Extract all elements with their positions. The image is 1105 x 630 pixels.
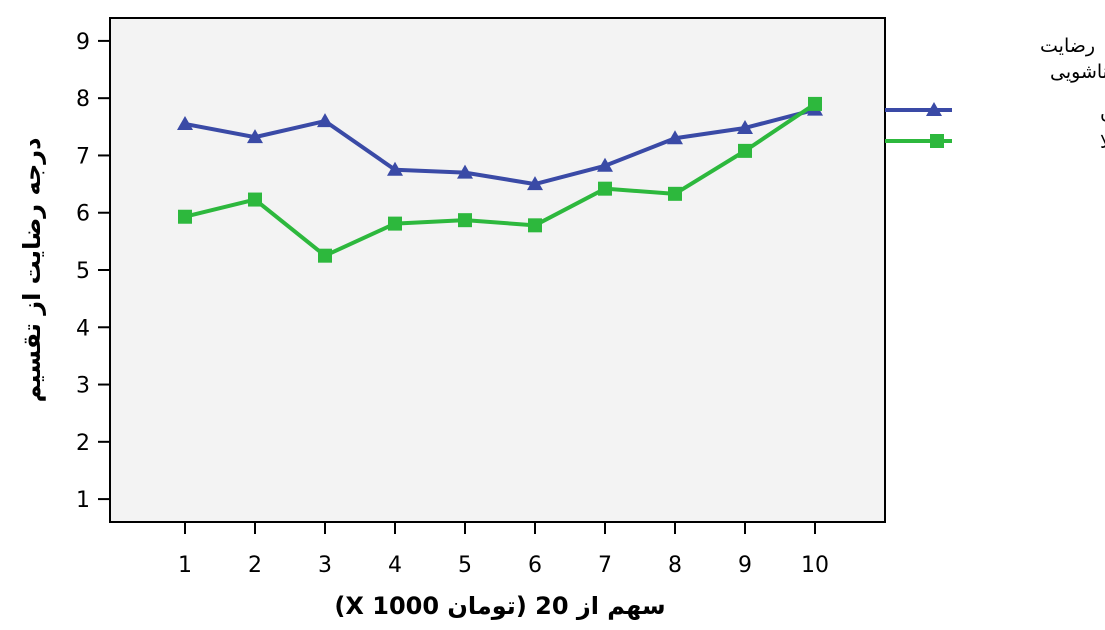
y-tick-label: 3 [76,374,90,399]
data-point [597,157,613,172]
y-tick-label: 8 [76,87,90,112]
y-tick-label: 9 [76,30,90,55]
data-point [317,113,333,128]
legend-marker [926,102,942,116]
data-point [668,186,682,201]
y-tick-label: 4 [76,316,90,341]
data-point [808,96,822,111]
x-tick-label: 8 [668,553,682,578]
legend-item: رضایت بالا [885,131,1105,153]
series-line [184,107,816,187]
data-point [598,181,612,196]
data-point [528,218,542,233]
x-tick-label: 6 [528,553,542,578]
x-tick-label: 10 [801,553,829,578]
legend-label: رضایت بالا [1100,131,1105,153]
series-line [184,102,817,258]
data-point [247,129,263,144]
x-tick-label: 9 [738,553,752,578]
legend-title: رضایت [1040,35,1095,57]
x-tick-label: 4 [388,553,402,578]
x-axis-title: سهم از 20 (تومان X 1000) [334,592,665,620]
data-point [527,176,543,191]
x-axis: 1 2 3 4 5 6 7 8 9 10 [178,522,829,578]
y-tick-label: 1 [76,488,90,513]
data-point [667,130,683,145]
plot-area [109,17,886,523]
data-point [248,192,262,207]
data-point [458,213,472,228]
data-point [738,143,752,158]
series-1 [177,101,823,191]
x-tick-label: 5 [458,553,472,578]
x-tick-label: 2 [248,553,262,578]
legend-marker [930,134,944,148]
x-tick-label: 7 [598,553,612,578]
data-point [387,161,403,176]
series-2 [178,96,822,263]
y-tick-label: 6 [76,202,90,227]
y-tick-label: 2 [76,431,90,456]
data-point [388,216,402,231]
legend-label: رضایت پایین [1100,100,1105,122]
x-tick-label: 1 [178,553,192,578]
legend-item: رضایت پایین [885,100,1105,122]
y-tick-label: 7 [76,144,90,169]
y-axis-title: درجه رضایت از تقسیم [18,138,46,403]
data-point [318,248,332,263]
data-point [737,119,753,134]
data-point [177,115,193,130]
series-layer [177,96,823,263]
y-tick-label: 5 [76,259,90,284]
data-point [178,209,192,224]
legend-title: زناشویی [1050,61,1105,83]
legend: رضایت زناشویی رضایت پایین رضایت بالا [885,35,1105,153]
x-tick-label: 3 [318,553,332,578]
data-point [457,164,473,179]
y-axis: 1 2 3 4 5 6 7 8 9 [76,30,110,513]
